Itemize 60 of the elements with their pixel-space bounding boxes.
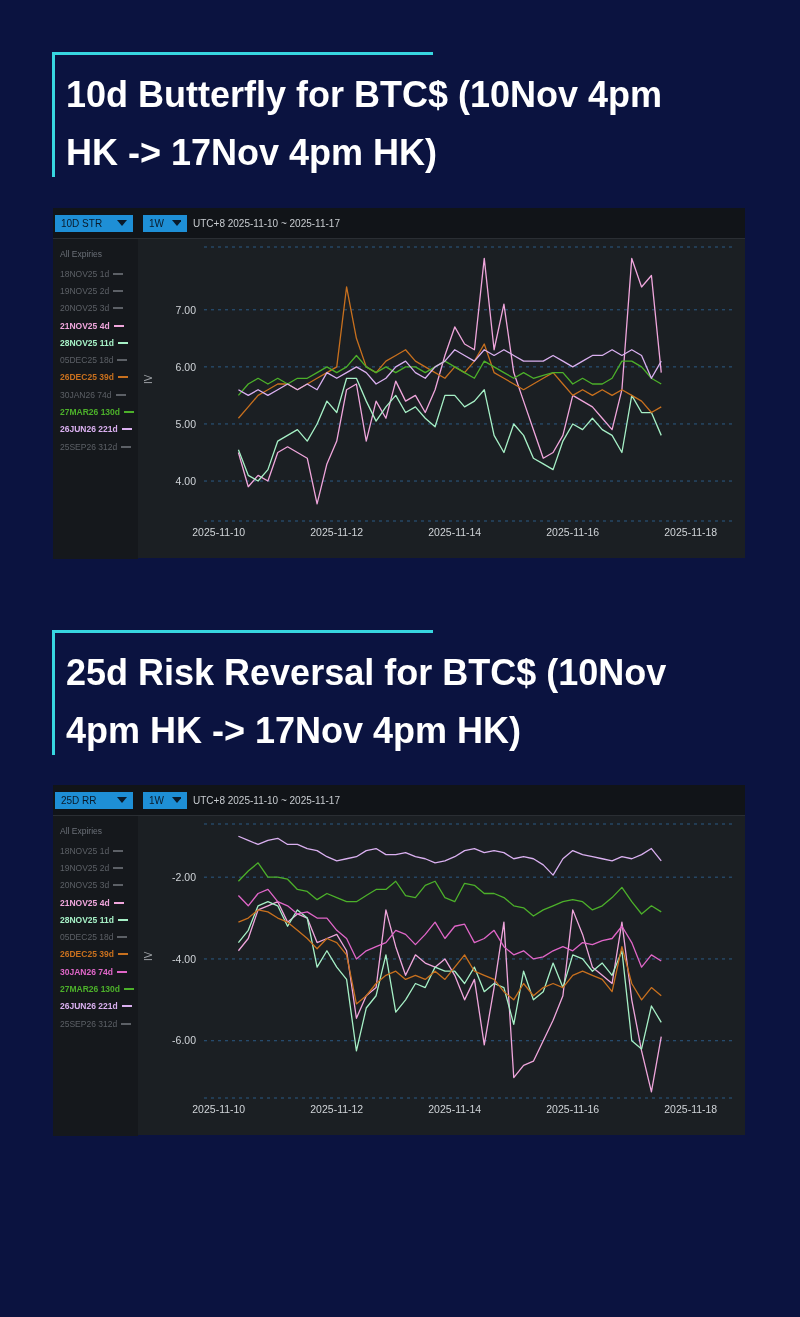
legend-title: All Expiries xyxy=(60,249,104,259)
legend-label: 30JAN26 74d xyxy=(60,389,112,400)
line-series xyxy=(237,888,662,968)
legend-label: 30JAN26 74d xyxy=(60,966,113,977)
x-tick-label: 2025-11-16 xyxy=(546,1103,600,1116)
legend-label: 18NOV25 1d xyxy=(60,268,110,279)
legend-label: 28NOV25 11d xyxy=(60,914,114,925)
x-tick-label: 2025-11-14 xyxy=(428,1103,482,1116)
y-tick-label: 7.00 xyxy=(175,303,197,316)
text: UTC+8 2025-11-10 ~ 2025-11-17 xyxy=(193,794,340,806)
line-series xyxy=(237,257,662,505)
legend-label: 05DEC25 18d xyxy=(60,355,114,366)
text: 1W xyxy=(149,217,164,229)
legend-label: 19NOV25 2d xyxy=(60,285,110,296)
x-tick-label: 2025-11-12 xyxy=(310,526,364,539)
chart-title: 25d Risk Reversal for BTC$ (10Nov 4pm HK -> 17Nov 4pm HK) xyxy=(65,651,668,753)
line-series xyxy=(237,862,662,917)
x-tick-label: 2025-11-10 xyxy=(192,1103,246,1116)
y-tick-label: -2.00 xyxy=(172,870,197,883)
text: 25D RR xyxy=(61,794,97,806)
legend-label: 25SEP26 312d xyxy=(60,1018,118,1029)
legend-label: 27MAR26 130d xyxy=(60,984,121,995)
x-tick-label: 2025-11-10 xyxy=(192,526,246,539)
x-tick-label: 2025-11-18 xyxy=(664,526,718,539)
x-tick-label: 2025-11-12 xyxy=(310,1103,364,1116)
legend-label: 25SEP26 312d xyxy=(60,441,118,452)
legend-label: 05DEC25 18d xyxy=(60,932,114,943)
legend-label: 26DEC25 39d xyxy=(60,949,114,960)
legend-label: 21NOV25 4d xyxy=(60,897,110,908)
line-series xyxy=(237,909,662,1005)
legend-label: 28NOV25 11d xyxy=(60,337,114,348)
chart-title: 10d Butterfly for BTC$ (10Nov 4pm HK -> 17Nov 4pm HK) xyxy=(65,73,664,175)
line-series xyxy=(237,901,662,1093)
legend-label: 20NOV25 3d xyxy=(60,303,110,314)
y-tick-label: -4.00 xyxy=(172,952,197,965)
y-tick-label: 4.00 xyxy=(175,474,197,487)
text: UTC+8 2025-11-10 ~ 2025-11-17 xyxy=(193,217,340,229)
text: 10D STR xyxy=(61,217,103,229)
y-tick-label: 6.00 xyxy=(175,360,197,373)
legend-label: 26JUN26 221d xyxy=(60,1001,118,1012)
text: 1W xyxy=(149,794,164,806)
legend-label: 26JUN26 221d xyxy=(60,424,118,435)
legend-title: All Expiries xyxy=(60,826,104,836)
y-axis-title: IV xyxy=(142,951,154,961)
legend-label: 19NOV25 2d xyxy=(60,862,110,873)
y-tick-label: 5.00 xyxy=(175,417,197,430)
x-tick-label: 2025-11-16 xyxy=(546,526,600,539)
line-series xyxy=(237,377,662,482)
y-tick-label: -6.00 xyxy=(172,1034,197,1047)
legend-label: 20NOV25 3d xyxy=(60,880,110,891)
legend-label: 21NOV25 4d xyxy=(60,320,110,331)
x-tick-label: 2025-11-14 xyxy=(428,526,482,539)
legend-label: 18NOV25 1d xyxy=(60,845,110,856)
x-tick-label: 2025-11-18 xyxy=(664,1103,718,1116)
line-series xyxy=(237,286,662,419)
line-series xyxy=(237,835,662,876)
y-axis-title: IV xyxy=(142,374,154,384)
legend-label: 27MAR26 130d xyxy=(60,407,121,418)
legend-label: 26DEC25 39d xyxy=(60,372,114,383)
line-series xyxy=(237,901,662,1052)
